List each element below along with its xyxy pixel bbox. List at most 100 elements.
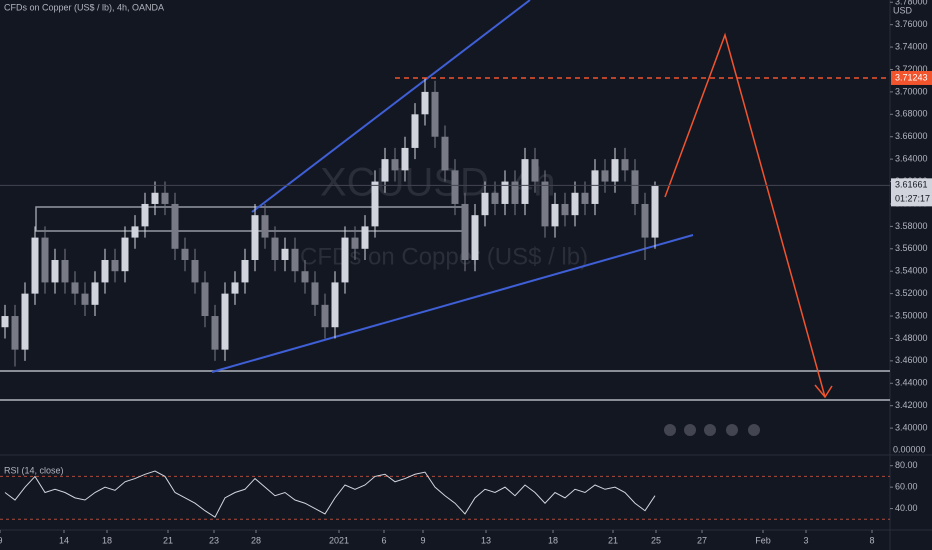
candle-body	[541, 181, 549, 227]
y-tick-label: 3.46000	[895, 355, 928, 365]
candle-body	[621, 159, 629, 171]
candle-body	[291, 248, 299, 272]
candle-body	[21, 293, 29, 350]
y-tick-label: 3.72000	[895, 64, 928, 74]
y-tick-label: 3.78000	[895, 0, 928, 7]
y-tick-label: 3.40000	[895, 422, 928, 432]
candle-body	[331, 282, 339, 328]
target-box	[891, 70, 932, 85]
candle-body	[471, 215, 479, 260]
candle-body	[231, 282, 239, 294]
candle-body	[351, 237, 359, 249]
countdown: 01:27:17	[895, 194, 930, 204]
candle-body	[141, 203, 149, 227]
x-tick-label: 8	[869, 535, 874, 545]
candle-body	[571, 192, 579, 216]
candle-body	[71, 282, 79, 294]
currency: USD	[893, 5, 913, 15]
candle-body	[191, 260, 199, 283]
candle-body	[511, 181, 519, 204]
candle-body	[101, 260, 109, 283]
candle-body	[251, 215, 259, 260]
candle-body	[371, 181, 379, 227]
y-tick-label: 3.42000	[895, 400, 928, 410]
y-tick-label: 3.48000	[895, 333, 928, 343]
candle-body	[561, 203, 569, 216]
candle-body	[611, 159, 619, 182]
x-tick-label: 9	[420, 535, 425, 545]
y-tick-label: 3.66000	[895, 131, 928, 141]
x-tick-label: 21	[163, 535, 173, 545]
y-tick-label: 3.64000	[895, 154, 928, 164]
candle-body	[301, 271, 309, 283]
y-tick-label: 3.76000	[895, 19, 928, 29]
candle-body	[461, 203, 469, 260]
candle-body	[501, 181, 509, 204]
candle-body	[131, 226, 139, 238]
target-label: 3.71243	[895, 72, 928, 82]
x-tick-label: 23	[209, 535, 219, 545]
candle-body	[381, 159, 389, 182]
chart-title: CFDs on Copper (US$ / lb), 4h, OANDA	[4, 2, 164, 12]
x-tick-label: 25	[651, 535, 661, 545]
candle-body	[311, 282, 319, 305]
candle-body	[201, 282, 209, 317]
x-tick-label: 6	[381, 535, 386, 545]
candle-body	[261, 215, 269, 238]
x-tick-label: 27	[697, 535, 707, 545]
rsi-tick-label: 80.00	[895, 460, 918, 470]
candle-body	[481, 192, 489, 216]
y-tick-label: 3.56000	[895, 243, 928, 253]
event-icons	[664, 424, 760, 436]
candle-body	[401, 147, 409, 171]
candle-body	[81, 293, 89, 305]
trend-line	[251, 0, 531, 213]
candle-body	[31, 237, 39, 294]
x-tick-label: 9	[0, 535, 3, 545]
candle-body	[161, 192, 169, 204]
candle-body	[631, 170, 639, 204]
candle-body	[241, 260, 249, 283]
candle-body	[441, 136, 449, 171]
candle-body	[521, 159, 529, 204]
candle-body	[551, 203, 559, 227]
candle-body	[341, 237, 349, 283]
candle-body	[421, 91, 429, 115]
y-tick-label: 3.74000	[895, 41, 928, 51]
y-tick-label: 3.68000	[895, 109, 928, 119]
candle-body	[51, 260, 59, 283]
y-tick-label: 3.50000	[895, 310, 928, 320]
x-tick-label: 18	[102, 535, 112, 545]
candle-body	[11, 316, 19, 350]
candle-body	[491, 192, 499, 204]
x-tick-label: 3	[803, 535, 808, 545]
x-tick-label: 13	[481, 535, 491, 545]
x-tick-label: 21	[608, 535, 618, 545]
candle-body	[1, 316, 9, 328]
range-box	[35, 206, 467, 232]
candle-body	[451, 170, 459, 204]
candle-body	[121, 237, 129, 272]
trend-line	[211, 234, 694, 373]
candle-body	[391, 159, 399, 171]
y-tick-label: 3.54000	[895, 266, 928, 276]
candle-body	[171, 203, 179, 249]
volume-axis-label: 0.00000	[893, 444, 926, 454]
rsi-line	[4, 470, 656, 518]
candle-body	[601, 170, 609, 182]
x-tick-label: 28	[251, 535, 261, 545]
y-tick-label: 3.52000	[895, 288, 928, 298]
watermark: XCUUSD, 4h	[320, 161, 556, 205]
candle-body	[531, 159, 539, 182]
last-price-box	[891, 178, 932, 207]
candle-body	[61, 260, 69, 283]
candle-body	[651, 186, 659, 238]
candle-body	[111, 260, 119, 272]
candle-body	[271, 237, 279, 260]
candle-body	[281, 248, 289, 260]
candle-body	[591, 170, 599, 204]
last-price-label: 3.61661	[895, 180, 928, 190]
candle-body	[41, 237, 49, 283]
candle-body	[221, 293, 229, 350]
candle-body	[641, 203, 649, 238]
